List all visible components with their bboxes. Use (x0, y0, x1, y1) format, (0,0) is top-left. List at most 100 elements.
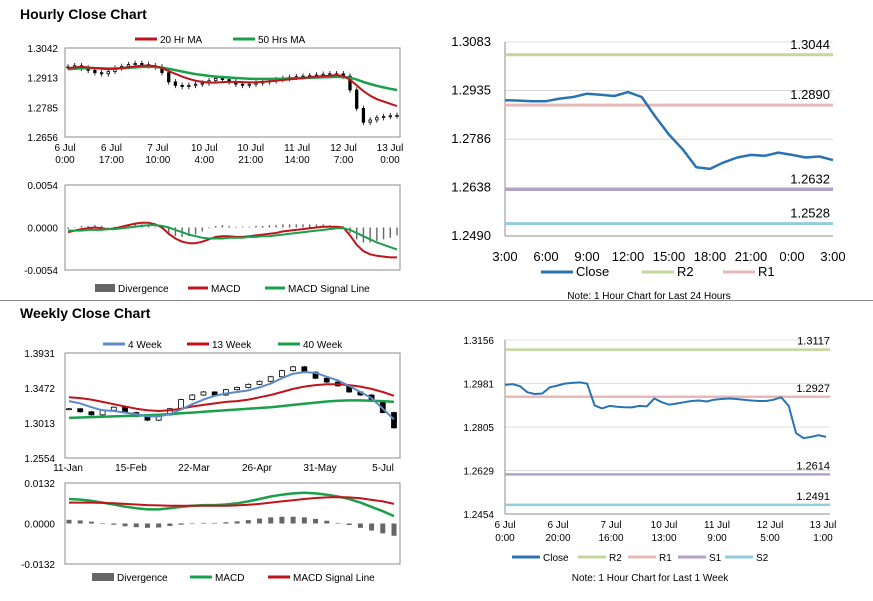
hourly-price-xtick-time: 17:00 (99, 155, 124, 166)
hourly-divergence-bar (208, 227, 210, 229)
hourly-price-candle-body (173, 81, 178, 86)
legend-macd-signal-label: MACD Signal Line (288, 284, 370, 295)
weekly-divergence-bar (88, 521, 94, 524)
weekly-divergence-bar (144, 523, 150, 528)
hourly-price-xtick-date: 6 Jul (101, 143, 122, 154)
hourly-price-candle-body (375, 117, 379, 121)
hourly-divergence-bar (288, 224, 291, 228)
weekly-divergence-bar (223, 522, 229, 524)
hourly-price-candle-body (126, 64, 131, 67)
weekly-divergence-bar (335, 522, 341, 524)
weekly-divergence-bar (122, 523, 128, 527)
hourly-divergence-bar (315, 224, 318, 228)
section-divider (0, 300, 873, 301)
hourly24-ytick-label: 1.3083 (451, 34, 491, 49)
hourly-divergence-bar (107, 227, 109, 228)
legend-50hrs-ma-label: 50 Hrs MA (258, 35, 306, 46)
hourly-divergence-bar (241, 226, 244, 228)
weekly1w-xtick-date: 11 Jul (704, 520, 730, 531)
hourly24-xtick: 12:00 (612, 249, 645, 264)
hourly-divergence-bar (235, 226, 237, 228)
weekly-legend-macd-label: MACD (215, 573, 244, 584)
hourly-price-candle-body (348, 75, 352, 91)
hourly24-xtick: 9:00 (574, 249, 599, 264)
hourly-divergence-bar (221, 225, 224, 228)
hourly24-ytick-label: 1.2786 (451, 131, 491, 146)
hourly-price-candle-body (395, 114, 399, 117)
hourly-macd-ytick-label: -0.0054 (24, 266, 58, 277)
hourly-divergence-bar (188, 227, 190, 237)
weekly-price-ytick-label: 1.3013 (24, 419, 55, 430)
hourly-section-title: Hourly Close Chart (20, 6, 147, 22)
hourly-divergence-bar (255, 225, 257, 228)
weekly1w-xtick-date: 13 Jul (810, 520, 837, 531)
hourly24-xtick: 21:00 (735, 249, 768, 264)
weekly1w-legend-r2-label: R2 (609, 553, 622, 564)
hourly-price-candle-body (180, 84, 184, 87)
legend-divergence-swatch (95, 284, 115, 292)
hourly-divergence-bar (362, 227, 365, 243)
hourly24-xtick: 0:00 (779, 249, 804, 264)
hourly24-xtick: 6:00 (533, 249, 558, 264)
weekly1w-ytick-label: 1.2454 (463, 510, 494, 521)
weekly-price-candle-body (245, 383, 252, 388)
hourly-price-candle-body (106, 71, 110, 75)
weekly-price-ytick-label: 1.3472 (24, 384, 55, 395)
weekly1w-xtick-date: 7 Jul (600, 520, 621, 531)
hourly24-level-label: 1.2632 (790, 172, 830, 187)
hourly-price-candle-body (240, 83, 245, 86)
hourly-divergence-bar (87, 225, 89, 228)
legend-macd-label: MACD (211, 284, 240, 295)
hourly-price-xtick-date: 10 Jul (237, 143, 264, 154)
hourly-divergence-bar (114, 226, 116, 228)
weekly-divergence-bar (257, 518, 263, 524)
hourly-price-ytick-label: 1.2785 (27, 103, 58, 114)
hourly-price-candle-body (133, 63, 137, 66)
weekly1w-xtick-time: 16:00 (598, 533, 623, 544)
hourly-macd-plot-frame (64, 184, 401, 271)
weekly1w-ytick-label: 1.3156 (463, 336, 494, 347)
weekly1w-legend-close-label: Close (543, 553, 569, 564)
weekly-signal-line (69, 496, 395, 507)
hourly-ma20-line (67, 64, 398, 108)
hourly-macd-ytick-label: 0.0000 (27, 224, 58, 235)
weekly1w-legend-s2-label: S2 (756, 553, 769, 564)
hourly-divergence-bar (248, 226, 250, 228)
weekly-macd-ytick-label: 0.0132 (24, 479, 55, 490)
weekly-price-candle-body (279, 370, 285, 378)
hourly24-ytick-label: 1.2935 (451, 82, 491, 97)
weekly-divergence-bar (212, 522, 218, 524)
hourly-divergence-bar (382, 227, 385, 240)
weekly-price-xtick: 31-May (303, 463, 336, 474)
hourly-divergence-bar (228, 225, 230, 228)
weekly-divergence-bar (189, 523, 195, 524)
weekly1w-xtick-time: 0:00 (495, 533, 515, 544)
hourly-divergence-bar (282, 224, 284, 228)
weekly-price-candle-body (77, 408, 84, 413)
weekly1w-level-label: 1.2614 (796, 460, 830, 472)
hourly24-note: Note: 1 Hour Chart for Last 24 Hours (567, 291, 730, 302)
weekly1w-close-line (504, 381, 827, 440)
weekly-legend-divergence-label: Divergence (117, 573, 168, 584)
weekly-divergence-bar (156, 523, 162, 528)
hourly-price-candle-body (355, 89, 359, 109)
hourly-divergence-bar (295, 224, 297, 228)
weekly1w-level-label: 1.2491 (796, 491, 830, 503)
hourly-price-xtick-time: 4:00 (195, 155, 215, 166)
weekly-divergence-bar (66, 519, 72, 524)
hourly24-legend-r1-label: R1 (758, 264, 775, 279)
hourly24-ytick-label: 1.2490 (451, 228, 491, 243)
hourly-divergence-bar (262, 225, 264, 228)
hourly-divergence-bar (396, 227, 398, 236)
weekly-divergence-bar (167, 523, 173, 526)
hourly-divergence-bar (268, 225, 271, 228)
weekly1w-legend-s1-label: S1 (709, 553, 722, 564)
weekly-price-candle-body (110, 406, 117, 411)
legend-20hr-ma-label: 20 Hr MA (160, 35, 203, 46)
legend-4-week-label: 4 Week (128, 340, 163, 351)
weekly-price-xtick: 5-Jul (372, 463, 394, 474)
weekly-price-candle-body (200, 391, 207, 396)
hourly-price-candle-body (187, 84, 191, 87)
weekly-price-candle-body (323, 377, 330, 383)
